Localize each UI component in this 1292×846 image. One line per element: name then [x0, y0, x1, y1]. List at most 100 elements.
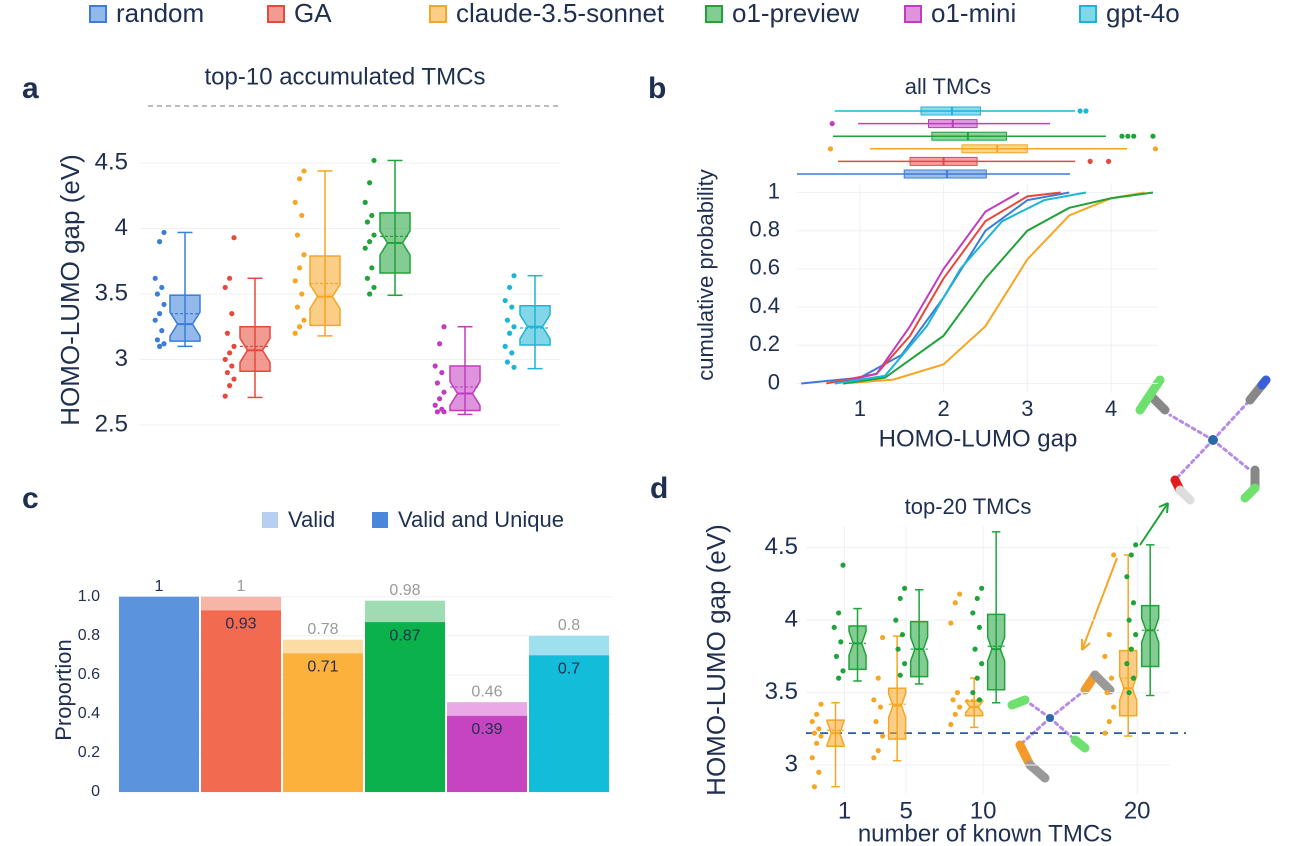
data-point	[292, 199, 298, 205]
data-point	[157, 311, 163, 317]
box-body	[1118, 649, 1138, 717]
data-point	[1128, 646, 1134, 652]
data-point	[432, 402, 438, 408]
data-point	[1104, 689, 1110, 696]
outlier	[1150, 133, 1156, 139]
y-tick-label: 2.5	[95, 410, 128, 437]
y-tick-label: 0.4	[749, 293, 780, 318]
data-point	[811, 784, 818, 790]
data-point	[979, 585, 985, 591]
data-point	[1126, 689, 1132, 696]
data-point	[1111, 704, 1117, 710]
box-body	[887, 687, 907, 740]
value-label: 0.93	[225, 616, 256, 633]
data-point	[1106, 718, 1112, 725]
legend-swatch	[429, 5, 447, 23]
data-point	[893, 617, 899, 623]
bar	[201, 610, 281, 792]
value-label: 0.46	[471, 683, 502, 700]
data-point	[816, 726, 822, 732]
data-point	[816, 769, 822, 775]
box	[152, 229, 201, 349]
data-point	[231, 235, 237, 241]
data-point	[1102, 730, 1108, 736]
legend-swatch	[89, 5, 107, 23]
cdf-line	[842, 191, 1154, 385]
x-axis-title: number of known TMCs	[858, 820, 1112, 846]
data-point	[434, 380, 440, 386]
data-point	[877, 704, 884, 710]
bar	[529, 655, 609, 792]
data-point	[831, 624, 837, 631]
molecule	[1007, 375, 1271, 783]
y-tick-label: 3.5	[95, 279, 128, 306]
box-body	[309, 255, 341, 327]
x-axis-title: HOMO-LUMO gap	[879, 425, 1078, 452]
data-point	[1102, 653, 1108, 659]
data-point	[957, 704, 963, 710]
cdf-line	[834, 191, 1087, 385]
data-point	[297, 265, 303, 271]
value-label: 1	[237, 578, 246, 595]
outlier	[1131, 133, 1137, 139]
data-point	[818, 701, 824, 707]
data-point	[222, 356, 228, 363]
data-point	[873, 718, 879, 725]
data-point	[1106, 632, 1112, 638]
data-point	[1124, 574, 1130, 580]
data-point	[364, 275, 370, 281]
legend-swatch	[267, 5, 285, 23]
data-point	[161, 301, 167, 308]
y-axis-title: Proportion	[51, 639, 76, 741]
data-point	[367, 180, 373, 186]
panel-label: b	[648, 72, 666, 105]
data-point	[301, 168, 307, 174]
data-point	[362, 245, 368, 251]
data-point	[161, 341, 167, 347]
data-point	[950, 697, 956, 703]
legend-label: random	[116, 0, 204, 28]
data-point	[434, 409, 440, 415]
data-point	[157, 343, 163, 349]
data-point	[159, 328, 165, 334]
chart-title: top-10 accumulated TMCs	[204, 63, 485, 90]
x-tick-label: 1	[854, 396, 866, 421]
data-point	[814, 740, 820, 746]
y-tick-label: 0.6	[749, 255, 780, 280]
value-label: 0.7	[558, 661, 580, 678]
data-point	[371, 232, 377, 238]
data-point	[154, 337, 160, 343]
data-point	[895, 646, 901, 652]
value-label: 0.78	[307, 621, 338, 638]
x-tick-label: 20	[1124, 797, 1151, 824]
box	[292, 168, 341, 337]
bar	[365, 622, 445, 792]
x-tick-label: 2	[937, 396, 949, 421]
data-point	[504, 317, 510, 323]
x-tick-label: 1	[838, 797, 851, 824]
data-point	[437, 396, 443, 402]
data-point	[970, 689, 976, 696]
data-point	[229, 363, 235, 369]
data-point	[976, 624, 983, 631]
data-point	[836, 675, 842, 681]
data-point	[367, 291, 373, 297]
data-point	[976, 697, 983, 703]
data-point	[1133, 542, 1139, 548]
box-body	[239, 325, 271, 372]
data-point	[227, 275, 233, 281]
data-point	[301, 252, 307, 258]
data-point	[439, 369, 445, 376]
outlier	[1105, 158, 1112, 164]
data-point	[231, 343, 237, 349]
legend-swatch	[1079, 5, 1097, 23]
legend-label: claude-3.5-sonnet	[456, 0, 665, 28]
y-tick-label: 0	[91, 783, 100, 800]
data-point	[871, 697, 877, 703]
data-point	[875, 747, 881, 754]
x-tick-label: 4	[1105, 396, 1117, 421]
box-body	[519, 305, 551, 346]
data-point	[952, 711, 958, 717]
